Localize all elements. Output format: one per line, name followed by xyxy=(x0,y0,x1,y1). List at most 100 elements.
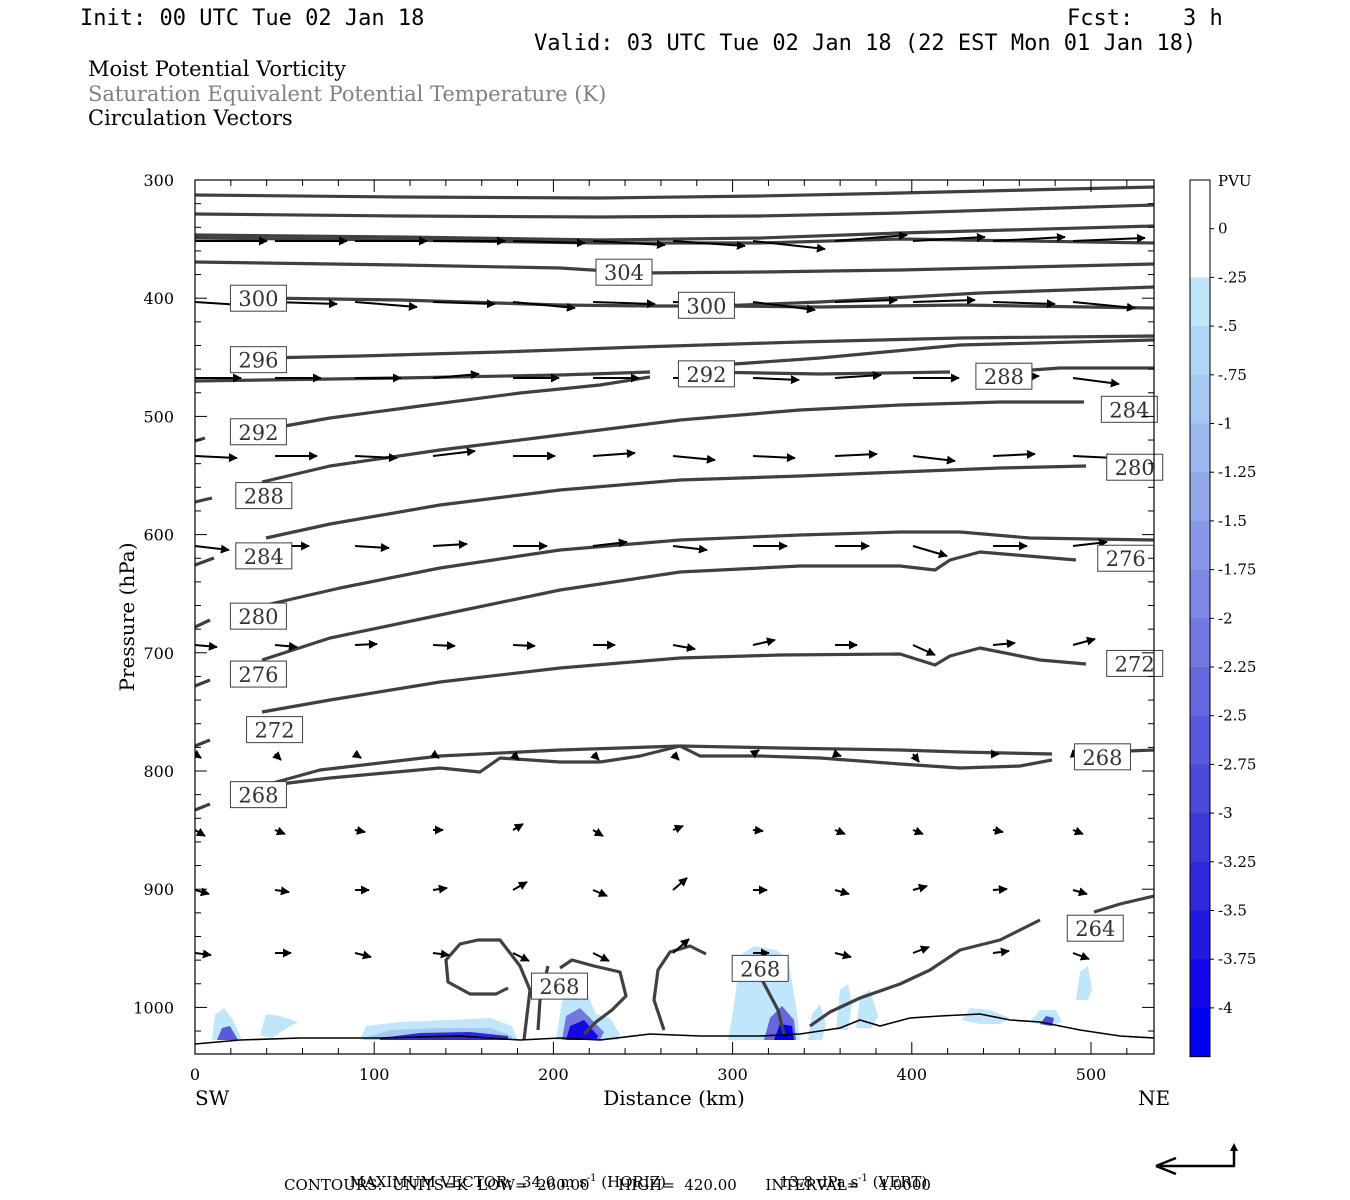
ne-label: NE xyxy=(1138,1086,1170,1110)
circulation-vector xyxy=(429,749,440,759)
circulation-vector xyxy=(195,827,206,837)
forecast-label: Fcst: xyxy=(1067,6,1134,31)
contour-label-text: 268 xyxy=(1082,746,1122,770)
circulation-vector xyxy=(195,544,230,554)
contour-label: 304 xyxy=(595,258,653,286)
reference-arrowhead-up xyxy=(1230,1143,1238,1151)
circulation-vector xyxy=(354,950,372,960)
x-axis-label: Distance (km) xyxy=(603,1086,745,1110)
plot-frame xyxy=(194,179,1155,1055)
contour-label: 272 xyxy=(1106,649,1164,677)
contour-line xyxy=(265,530,1154,607)
contour-label-text: 288 xyxy=(984,365,1024,389)
circulation-vector xyxy=(432,447,476,457)
contour-line xyxy=(195,802,211,812)
contour-label-text: 268 xyxy=(740,957,780,981)
circulation-vector xyxy=(831,749,842,758)
contour-line xyxy=(1093,894,1154,914)
max-vector-line: MAXIMUM VECTOR: 34.0 m s-1 (HORIZ) xyxy=(340,1159,666,1190)
contour-line xyxy=(195,370,651,383)
circulation-vector xyxy=(354,825,366,835)
axes: 0 100 200 300 400 500 300 400 500 600 700 800 900 100… xyxy=(133,171,1154,1084)
colorbar-label: -.75 xyxy=(1218,366,1247,384)
contour-label: 280 xyxy=(229,602,287,630)
circulation-vector xyxy=(752,240,826,253)
circulation-vector xyxy=(912,545,948,559)
contour-line xyxy=(195,185,1154,200)
circulation-vector xyxy=(752,453,796,463)
x-tick-label: 300 xyxy=(717,1065,748,1084)
title-mpv: Moist Potential Vorticity xyxy=(88,57,346,81)
contour-label: 272 xyxy=(246,716,304,744)
circulation-vector xyxy=(670,751,680,761)
colorbar-swatch xyxy=(1190,277,1210,327)
circulation-vector xyxy=(432,539,468,549)
valid-time: Valid: 03 UTC Tue 02 Jan 18 (22 EST Mon … xyxy=(534,31,1197,56)
colorbar-swatch xyxy=(1190,180,1210,230)
circulation-vector xyxy=(912,232,986,242)
circulation-vector xyxy=(592,240,666,250)
circulation-vector xyxy=(195,749,202,759)
circulation-vector xyxy=(672,938,690,954)
contour-line xyxy=(261,375,651,432)
circulation-vector xyxy=(592,299,656,309)
x-tick-label: 100 xyxy=(359,1065,390,1084)
contour-line xyxy=(559,958,628,1036)
contour-line xyxy=(652,944,707,1031)
pv-patch xyxy=(217,1026,238,1040)
circulation-vector xyxy=(752,825,764,835)
y-tick-label: 700 xyxy=(143,644,174,663)
colorbar-label: 0 xyxy=(1218,220,1228,238)
x-tick-label: 0 xyxy=(190,1065,200,1084)
contour-label-text: 280 xyxy=(238,605,278,629)
circulation-vector xyxy=(274,641,298,651)
max-vert-label: (VERT) xyxy=(867,1173,928,1191)
colorbar-title: PVU xyxy=(1218,172,1252,190)
circulation-vector xyxy=(592,952,610,962)
contour-label: 292 xyxy=(677,360,735,388)
colorbar-label: -.25 xyxy=(1218,268,1247,286)
contour-label-text: 268 xyxy=(539,975,579,999)
max-vector-horiz: (HORIZ) xyxy=(596,1173,667,1191)
contour-label: 288 xyxy=(235,482,293,510)
colorbar-swatch xyxy=(1190,667,1210,717)
contour-label: 292 xyxy=(229,418,287,446)
contour-label: 296 xyxy=(229,346,287,374)
contour-line xyxy=(195,224,1154,242)
contour-label: 276 xyxy=(1097,544,1155,572)
circulation-vector xyxy=(592,538,628,548)
contour-line xyxy=(195,556,215,567)
circulation-vector xyxy=(1072,951,1090,961)
circulation-vector xyxy=(672,643,696,652)
colorbar-swatch xyxy=(1190,520,1210,571)
contour-label: 284 xyxy=(235,542,293,570)
contour-label-text: 284 xyxy=(244,545,284,569)
circulation-vector xyxy=(274,886,290,896)
contour-label: 268 xyxy=(1073,743,1131,771)
pv-patch xyxy=(856,990,878,1028)
max-vert-exponent: -1 xyxy=(858,1173,868,1184)
colorbar-swatch xyxy=(1190,423,1210,473)
contour-line xyxy=(719,303,1154,310)
contour-line xyxy=(195,436,206,443)
circulation-vector xyxy=(992,825,1004,835)
y-tick-label: 900 xyxy=(143,880,174,899)
contour-label-text: 276 xyxy=(1106,547,1146,571)
circulation-vector xyxy=(672,454,716,464)
max-vert-value: 13.8 dPa s xyxy=(779,1173,859,1191)
sw-label: SW xyxy=(195,1086,230,1110)
y-tick-label: 800 xyxy=(143,762,174,781)
contour-line xyxy=(195,203,1154,219)
contour-line xyxy=(261,646,1087,714)
contour-label-text: 288 xyxy=(244,485,284,509)
pv-patch xyxy=(566,1020,598,1040)
circulation-vector xyxy=(672,544,708,554)
x-tick-label: 400 xyxy=(897,1065,928,1084)
circulation-vector xyxy=(432,884,448,894)
circulation-vector xyxy=(834,449,878,459)
circulation-vector xyxy=(912,826,924,836)
circulation-vector xyxy=(195,453,238,463)
circulation-vector xyxy=(195,949,212,959)
contour-label: 300 xyxy=(677,291,735,319)
contour-label: 264 xyxy=(1066,914,1124,942)
